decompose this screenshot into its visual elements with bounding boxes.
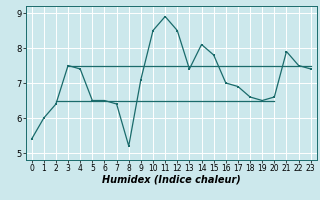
X-axis label: Humidex (Indice chaleur): Humidex (Indice chaleur): [102, 175, 241, 185]
